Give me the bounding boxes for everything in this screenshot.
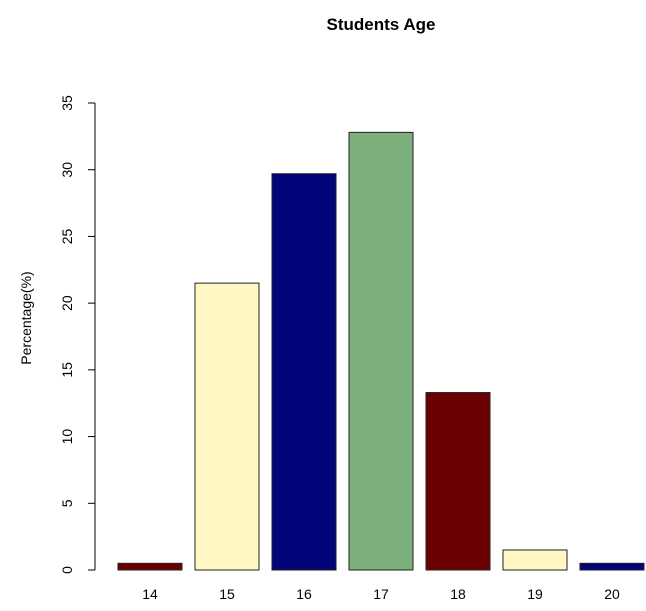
y-tick-label: 0	[59, 566, 75, 574]
bar-18	[425, 392, 491, 571]
y-tick-label: 30	[59, 162, 75, 178]
x-tick-label: 20	[604, 586, 620, 602]
y-tick-label: 5	[59, 499, 75, 507]
bar-17	[348, 131, 414, 571]
y-tick-label: 10	[59, 429, 75, 445]
y-tick-label: 20	[59, 295, 75, 311]
bar-19	[502, 549, 568, 571]
chart-title: Students Age	[327, 15, 436, 34]
y-axis-label: Percentage(%)	[18, 271, 34, 364]
y-tick-label: 35	[59, 95, 75, 111]
bar-16	[271, 173, 337, 571]
bar-20	[579, 562, 645, 571]
bars	[117, 131, 645, 571]
x-tick-labels: 14 15 16 17 18 19 20	[142, 586, 620, 602]
y-tick-label: 25	[59, 228, 75, 244]
bar-14	[117, 562, 183, 571]
x-tick-label: 14	[142, 586, 158, 602]
y-tick-label: 15	[59, 362, 75, 378]
x-tick-label: 16	[296, 586, 312, 602]
x-tick-label: 15	[219, 586, 235, 602]
bar-15	[194, 282, 260, 571]
x-tick-label: 19	[527, 586, 543, 602]
x-tick-label: 18	[450, 586, 466, 602]
x-tick-label: 17	[373, 586, 389, 602]
y-axis: 0 5 10 15 20 25 30 35	[59, 95, 96, 574]
